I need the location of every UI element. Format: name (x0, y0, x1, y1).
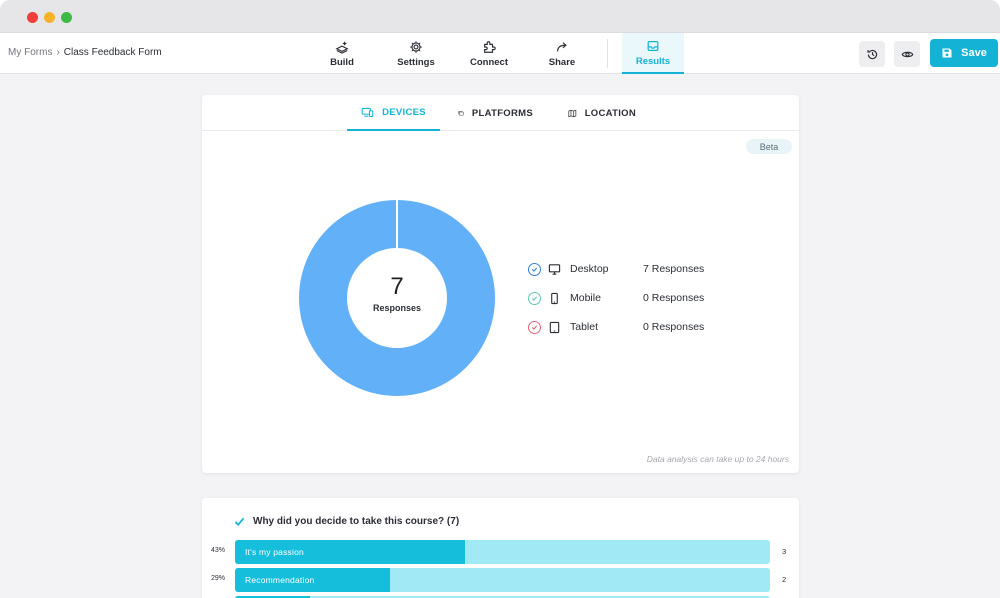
tab-location-label: LOCATION (584, 107, 636, 119)
legend-tablet-responses: 0 Responses (643, 321, 705, 333)
answer-count: 3 (782, 547, 787, 556)
minimize-window-button[interactable] (44, 12, 55, 23)
donut-center: 7 Responses (298, 273, 496, 314)
top-navigation: My Forms › Class Feedback Form Build Set… (0, 33, 1000, 74)
answer-row (202, 596, 799, 598)
breadcrumb: My Forms › Class Feedback Form (8, 47, 162, 58)
answer-percent: 43% (211, 547, 226, 554)
check-icon (234, 517, 245, 527)
preview-button[interactable] (894, 41, 920, 67)
tab-results[interactable]: Results (622, 33, 684, 74)
breadcrumb-root[interactable]: My Forms (8, 47, 53, 58)
tablet-icon (549, 321, 560, 333)
nav-divider (607, 39, 608, 68)
tab-build-label: Build (330, 56, 354, 68)
answer-label: It's my passion (245, 547, 304, 557)
answer-bar-fill (235, 540, 466, 564)
donut-slice-desktop[interactable] (298, 200, 495, 396)
build-icon (335, 41, 349, 54)
tab-share[interactable]: Share (538, 33, 586, 74)
analytics-tabs: DEVICES PLATFORMS LOCATION (202, 95, 799, 131)
tab-build[interactable]: Build (318, 33, 366, 74)
maximize-window-button[interactable] (61, 12, 72, 23)
question-card: Why did you decide to take this course? … (202, 498, 799, 598)
tab-devices-label: DEVICES (382, 106, 426, 118)
history-button[interactable] (859, 41, 885, 67)
legend-mobile-responses: 0 Responses (643, 292, 705, 304)
beta-badge: Beta (746, 139, 792, 154)
puzzle-icon (484, 40, 496, 53)
legend-tablet-name: Tablet (570, 321, 599, 333)
legend-desktop[interactable]: Desktop 7 Responses (528, 261, 733, 277)
tab-connect-label: Connect (470, 56, 508, 68)
devices-donut-chart (298, 200, 495, 396)
save-button[interactable]: Save (930, 39, 998, 67)
answer-row: 43% It's my passion 3 (202, 540, 799, 564)
question-title[interactable]: Why did you decide to take this course? … (234, 516, 459, 527)
tab-devices[interactable]: DEVICES (347, 95, 440, 131)
title-bar (0, 0, 1000, 33)
eye-icon (901, 51, 913, 57)
inbox-icon (647, 40, 659, 51)
tab-location[interactable]: LOCATION (568, 95, 636, 131)
legend-desktop-responses: 7 Responses (643, 263, 705, 275)
legend-desktop-name: Desktop (570, 263, 609, 275)
gear-icon (410, 40, 422, 53)
devices-card: DEVICES PLATFORMS LOCATION Beta 7 Respon… (202, 95, 799, 473)
history-icon (866, 49, 877, 59)
tab-platforms[interactable]: PLATFORMS (458, 95, 533, 131)
breadcrumb-separator: › (56, 47, 60, 58)
tab-connect[interactable]: Connect (462, 33, 516, 74)
breadcrumb-current: Class Feedback Form (63, 47, 162, 58)
answer-bar-fill (235, 568, 391, 592)
map-icon (568, 109, 577, 117)
devices-icon (361, 107, 374, 117)
checkbox-icon[interactable] (528, 320, 541, 334)
tab-platforms-label: PLATFORMS (471, 107, 533, 119)
save-label: Save (961, 47, 987, 59)
answer-bar-track (235, 596, 770, 598)
answer-bar-track: Recommendation (235, 568, 770, 592)
total-responses-count: 7 (390, 273, 404, 300)
data-analysis-note: Data analysis can take up to 24 hours (646, 454, 789, 464)
tab-settings-label: Settings (397, 56, 435, 68)
answer-bar-fill (235, 596, 310, 598)
monitor-icon (548, 263, 561, 275)
total-responses-label: Responses (372, 303, 422, 313)
share-arrow-icon (557, 41, 567, 51)
legend-mobile[interactable]: Mobile 0 Responses (528, 290, 733, 306)
phone-icon (551, 292, 558, 304)
save-icon (942, 48, 952, 58)
tab-share-label: Share (548, 56, 576, 68)
answer-label: Recommendation (245, 575, 315, 585)
answer-percent: 29% (211, 575, 226, 582)
question-text: Why did you decide to take this course? … (253, 516, 460, 527)
answer-bar-track: It's my passion (235, 540, 770, 564)
tab-results-label: Results (635, 55, 671, 67)
tab-settings[interactable]: Settings (390, 33, 442, 74)
checkbox-icon[interactable] (528, 262, 541, 276)
legend-tablet[interactable]: Tablet 0 Responses (528, 319, 733, 335)
checkbox-icon[interactable] (528, 291, 541, 305)
legend-mobile-name: Mobile (570, 292, 601, 304)
answer-row: 29% Recommendation 2 (202, 568, 799, 592)
answer-count: 2 (782, 575, 787, 584)
close-window-button[interactable] (27, 12, 38, 23)
platforms-icon (458, 110, 464, 115)
